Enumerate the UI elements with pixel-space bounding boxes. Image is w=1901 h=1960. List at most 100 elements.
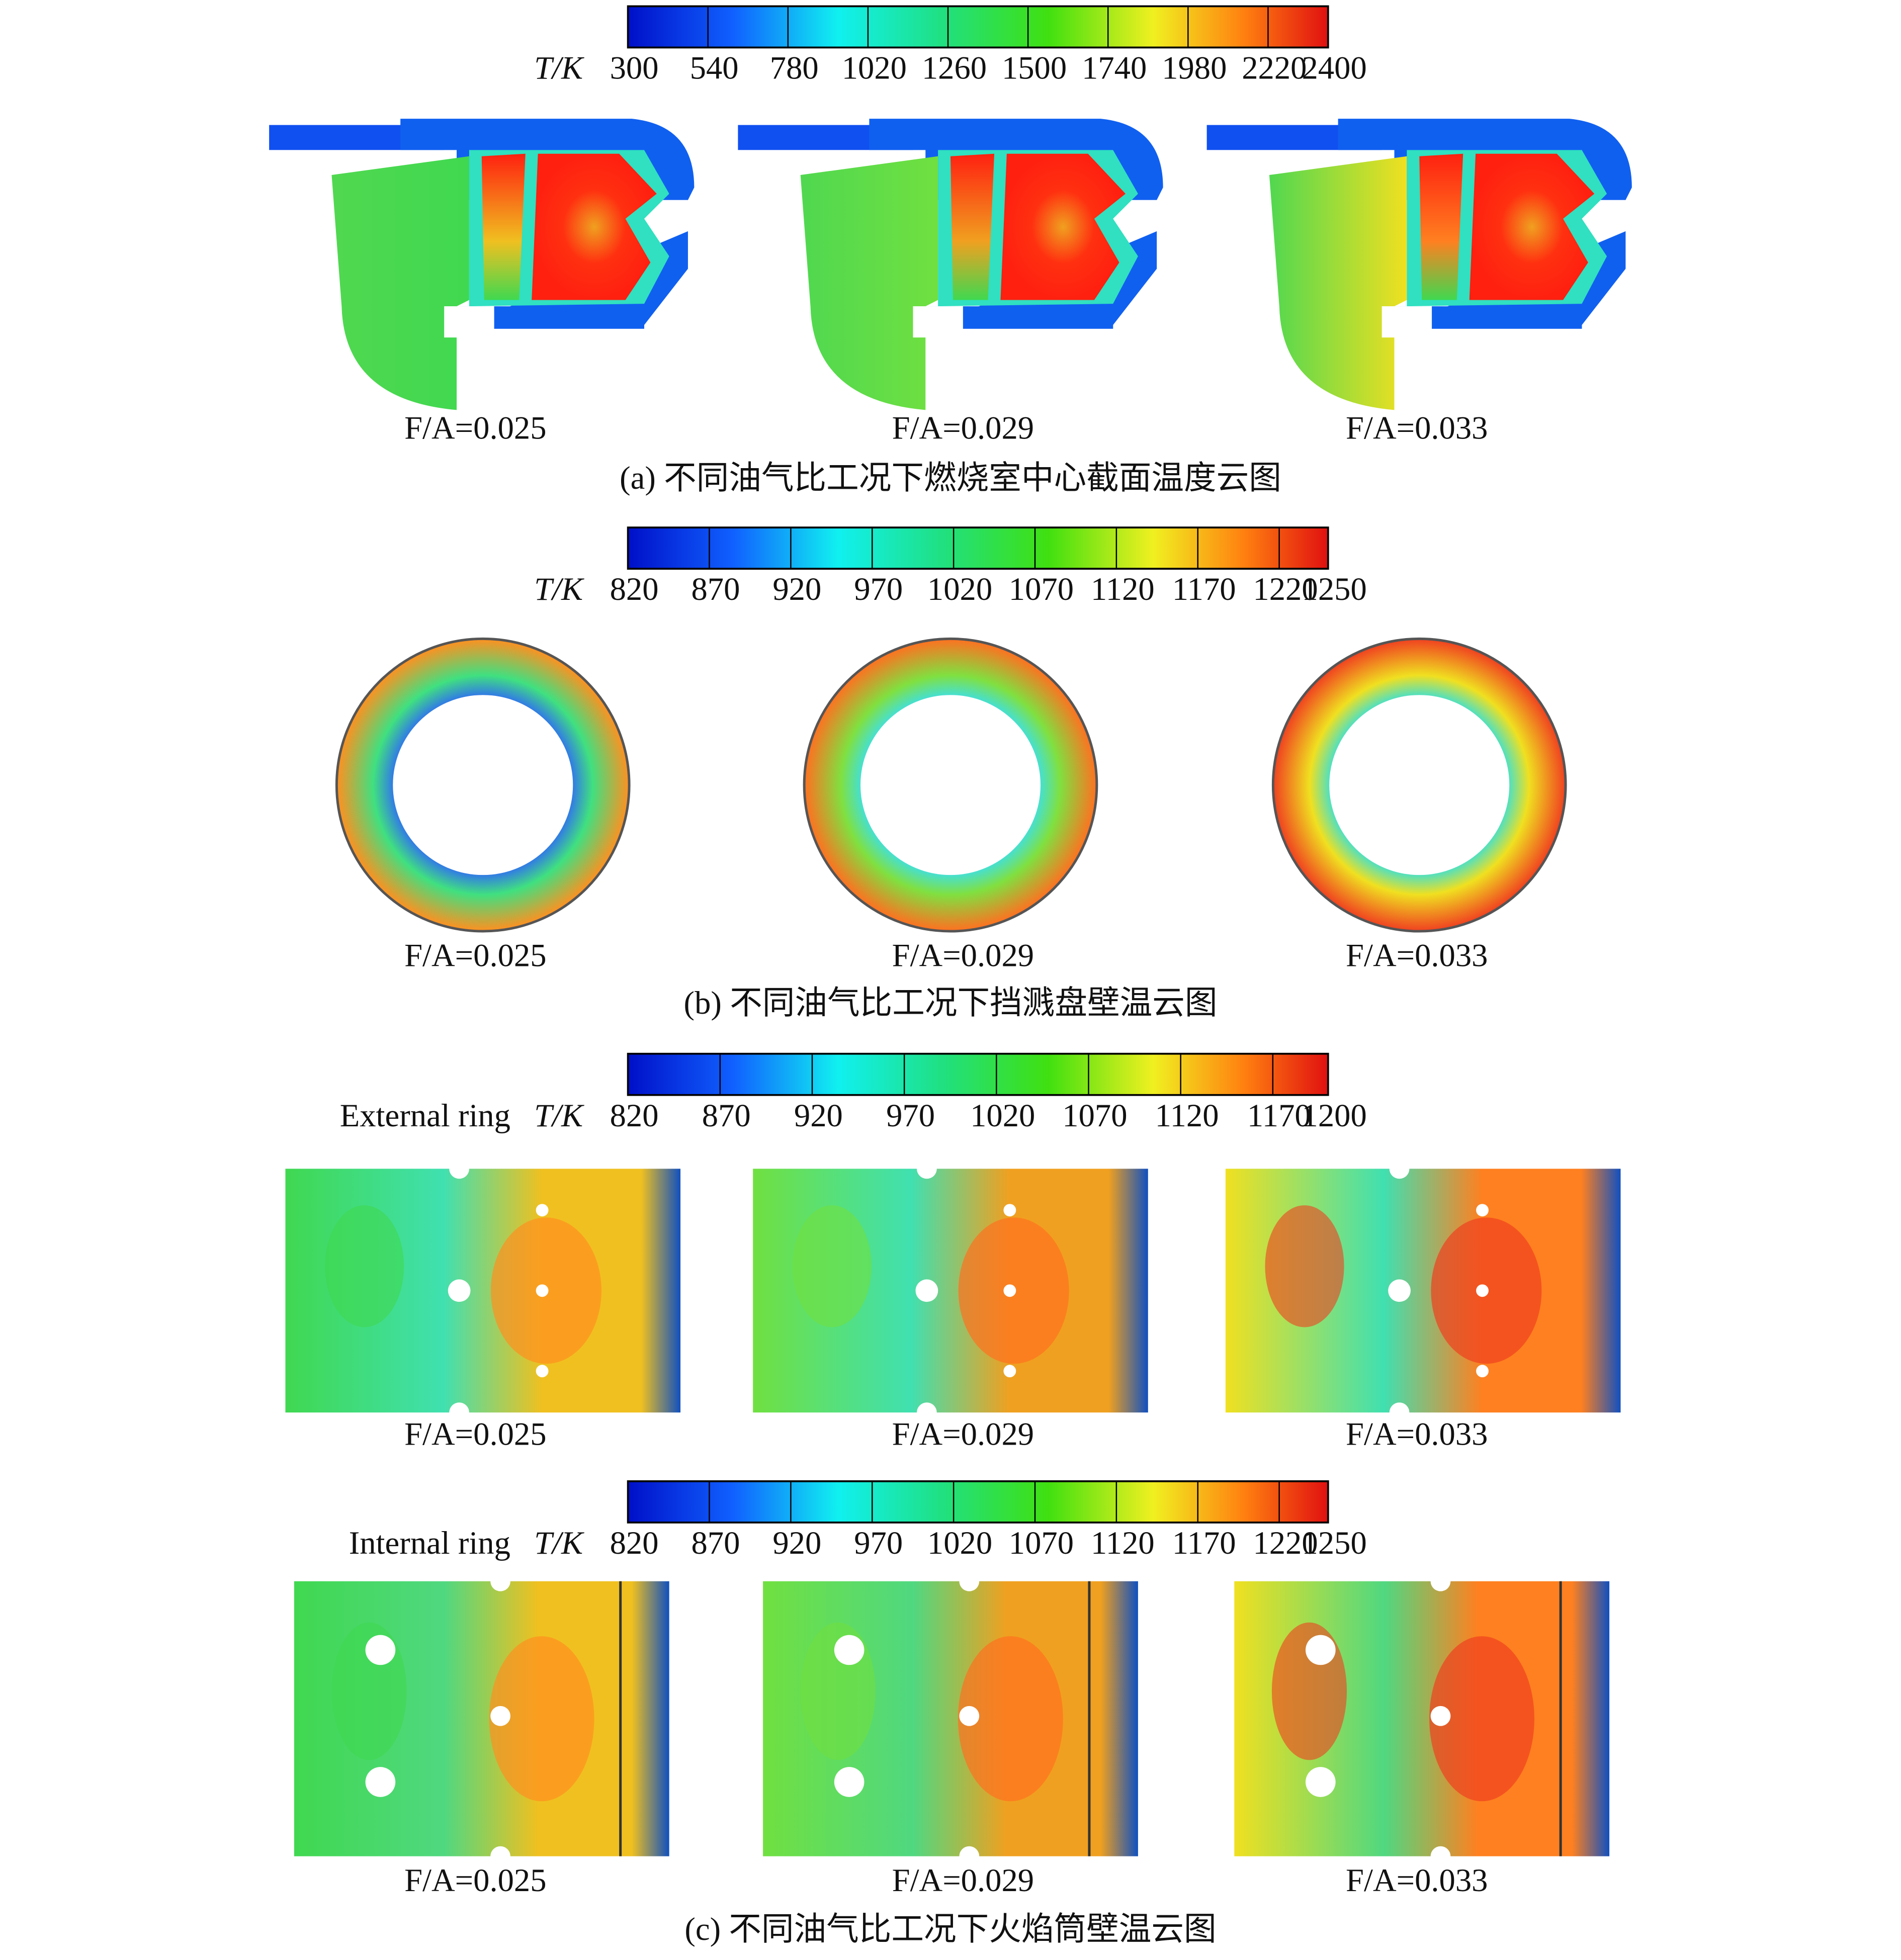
colorbar-tick-label: 1020 (927, 571, 992, 607)
colorbar-tick-label: 920 (794, 1097, 843, 1133)
hole (1430, 1706, 1451, 1726)
colorbar-tick-label: 540 (690, 50, 739, 86)
hole (916, 1402, 937, 1423)
colorbar-tick-label: 970 (854, 571, 903, 607)
caption: (a) 不同油气比工况下燃烧室中心截面温度云图 (620, 460, 1281, 496)
hole (536, 1365, 549, 1378)
hole (365, 1635, 396, 1665)
hole (448, 1279, 471, 1302)
contour-region (489, 1636, 594, 1802)
hole (1306, 1635, 1336, 1665)
hole (915, 1279, 938, 1302)
hole (1430, 1846, 1451, 1866)
disk-hole (860, 695, 1041, 875)
contour-region (457, 306, 644, 329)
temperature-contour (1225, 1159, 1621, 1423)
hole (916, 1159, 937, 1179)
colorbar-tick-label: 820 (610, 1097, 659, 1133)
hole (959, 1706, 980, 1726)
temperature-contour (1234, 1571, 1610, 1866)
colorbar (627, 526, 1329, 570)
contour-region (1394, 306, 1582, 329)
caption: (b) 不同油气比工况下挡溅盘壁温云图 (684, 985, 1218, 1021)
colorbar-tick-label: 870 (691, 1525, 740, 1561)
hole (449, 1402, 470, 1423)
hole (1388, 1279, 1411, 1302)
colorbar-tick-label: 970 (886, 1097, 935, 1133)
colorbar-tick-label: 1070 (1009, 571, 1074, 607)
colorbar-tick-label: 920 (772, 1525, 821, 1561)
hole (1430, 1571, 1451, 1591)
hole (536, 1284, 549, 1297)
colorbar-tick-label: 1220 (1253, 571, 1318, 607)
colorbar-tick-label: 2400 (1302, 50, 1367, 86)
temperature-contour (738, 119, 1163, 410)
colorbar-tick-label: 820 (610, 571, 659, 607)
colorbar-label: T/K (534, 571, 584, 607)
contour-region (331, 156, 469, 410)
panel-label: F/A=0.025 (404, 1862, 546, 1898)
contour-region (532, 153, 657, 300)
contour-region (1269, 156, 1407, 410)
hole (1003, 1365, 1016, 1378)
temperature-contour (763, 1571, 1138, 1866)
panel-label: F/A=0.033 (1346, 409, 1488, 446)
colorbar-tick-label: 2220 (1242, 50, 1307, 86)
disk-hole (1329, 695, 1510, 875)
caption: (c) 不同油气比工况下火焰筒壁温云图 (684, 1911, 1216, 1947)
hole (1389, 1159, 1410, 1179)
temperature-contour (753, 1159, 1148, 1423)
colorbar-tick-label: 970 (854, 1525, 903, 1561)
colorbar-tick-label: 1250 (1302, 1525, 1367, 1561)
contour-region (958, 1636, 1063, 1802)
colorbar-tick-label: 300 (610, 50, 659, 86)
panel-label: F/A=0.025 (404, 937, 546, 973)
temperature-contour (285, 1159, 681, 1423)
hole (536, 1204, 549, 1217)
contour-region (950, 153, 995, 300)
contour-region (1429, 1636, 1534, 1802)
panel-label: F/A=0.029 (892, 409, 1034, 446)
hole (1476, 1365, 1489, 1378)
hole (1476, 1284, 1489, 1297)
colorbar-label: T/K (534, 1525, 584, 1561)
panel-label: F/A=0.025 (404, 1416, 546, 1452)
temperature-contour (269, 119, 695, 410)
colorbar-tick-label: 870 (691, 571, 740, 607)
colorbar-tick-label: 1120 (1091, 1525, 1155, 1561)
contour-region (913, 306, 963, 338)
hole (490, 1706, 510, 1726)
colorbar-tick-label: 1120 (1091, 571, 1155, 607)
contour-region (800, 156, 938, 410)
contour-region (444, 306, 494, 338)
colorbar (627, 5, 1329, 49)
panel-label: F/A=0.025 (404, 409, 546, 446)
colorbar-tick-label: 1200 (1302, 1097, 1367, 1133)
colorbar-tick-label: 870 (702, 1097, 751, 1133)
panel-label: F/A=0.029 (892, 1416, 1034, 1452)
hole (365, 1767, 396, 1797)
hole (1306, 1767, 1336, 1797)
colorbar-tick-label: 1740 (1082, 50, 1147, 86)
temperature-contour (1206, 119, 1632, 410)
colorbar-tick-label: 1170 (1172, 571, 1236, 607)
colorbar-tick-label: 780 (770, 50, 819, 86)
disk-hole (393, 695, 573, 875)
colorbar-tick-label: 820 (610, 1525, 659, 1561)
temperature-contour (294, 1571, 669, 1866)
hole (959, 1571, 980, 1591)
panel-label: F/A=0.033 (1346, 1416, 1488, 1452)
hole (834, 1635, 865, 1665)
colorbar-tick-label: 1020 (927, 1525, 992, 1561)
contour-region (481, 153, 526, 300)
contour-region (1265, 1205, 1344, 1327)
panel-label: F/A=0.029 (892, 1862, 1034, 1898)
colorbar-tick-label: 1120 (1155, 1097, 1219, 1133)
colorbar-tick-label: 1500 (1002, 50, 1067, 86)
contour-region (792, 1205, 872, 1327)
colorbar-tick-label: 1020 (970, 1097, 1035, 1133)
colorbar-label: T/K (534, 1097, 584, 1133)
colorbar-tick-label: 1170 (1247, 1097, 1311, 1133)
ring-label: External ring (340, 1097, 510, 1133)
